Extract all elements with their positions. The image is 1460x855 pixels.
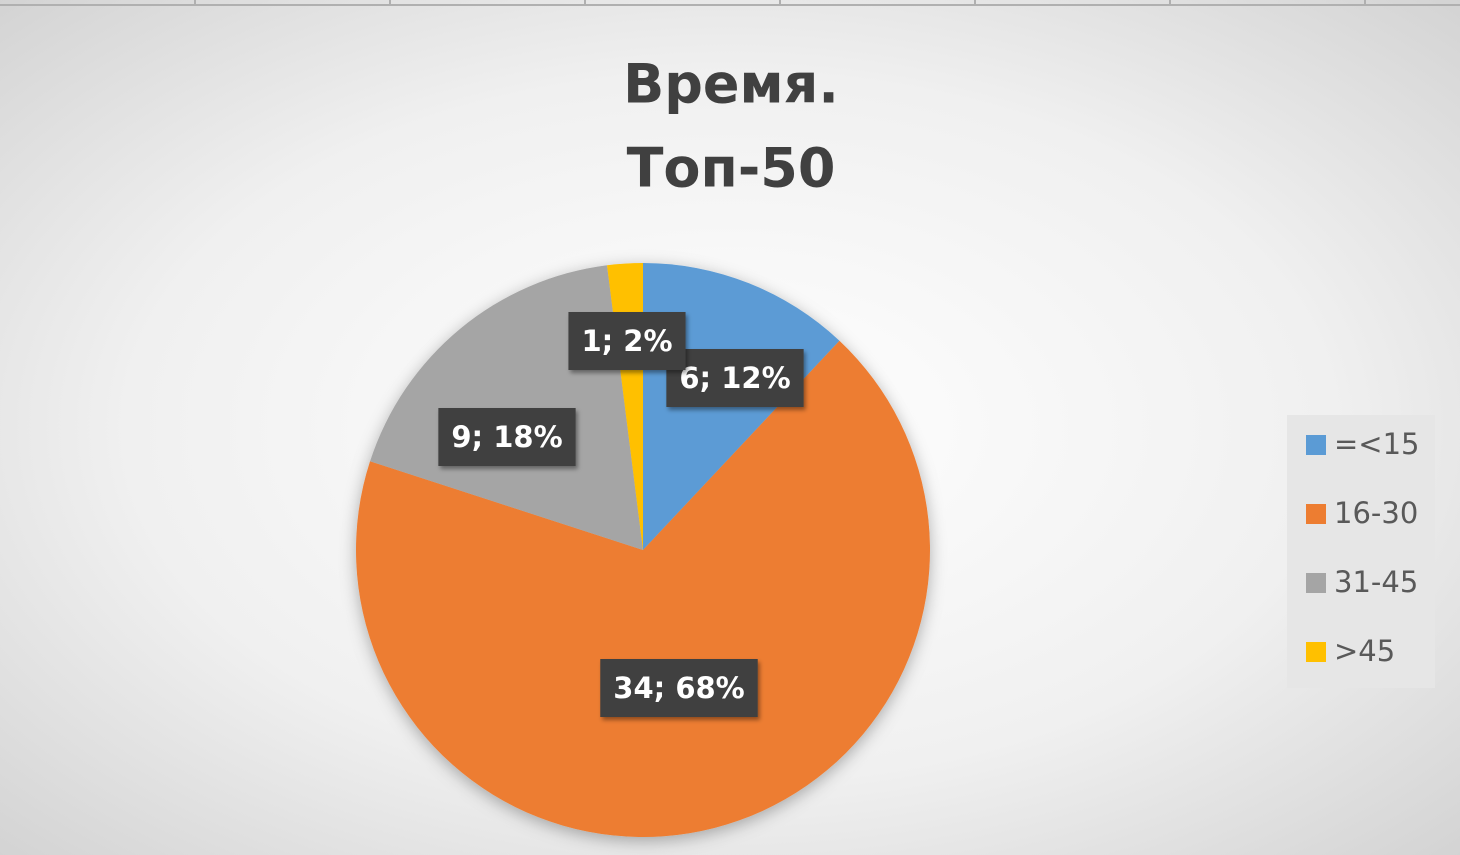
legend-label: >45 <box>1334 634 1395 668</box>
chart-title: Топ-50 <box>627 137 836 200</box>
legend-swatch <box>1306 504 1326 524</box>
legend-swatch <box>1306 573 1326 593</box>
data-label: 1; 2% <box>581 324 672 358</box>
chart-title: Время. <box>623 53 839 116</box>
pie-slice <box>356 340 930 838</box>
data-label-box <box>600 659 758 717</box>
legend-swatch <box>1306 642 1326 662</box>
data-label-box <box>568 312 686 370</box>
legend-label: 31-45 <box>1334 565 1418 599</box>
data-label-box <box>666 349 804 407</box>
data-label: 34; 68% <box>613 671 744 705</box>
legend-label: =<15 <box>1334 427 1420 461</box>
data-label-box <box>438 408 576 466</box>
legend-swatch <box>1306 435 1326 455</box>
data-label: 9; 18% <box>451 420 562 454</box>
data-label: 6; 12% <box>679 361 790 395</box>
sheet-grid <box>0 0 1460 6</box>
legend-label: 16-30 <box>1334 496 1418 530</box>
